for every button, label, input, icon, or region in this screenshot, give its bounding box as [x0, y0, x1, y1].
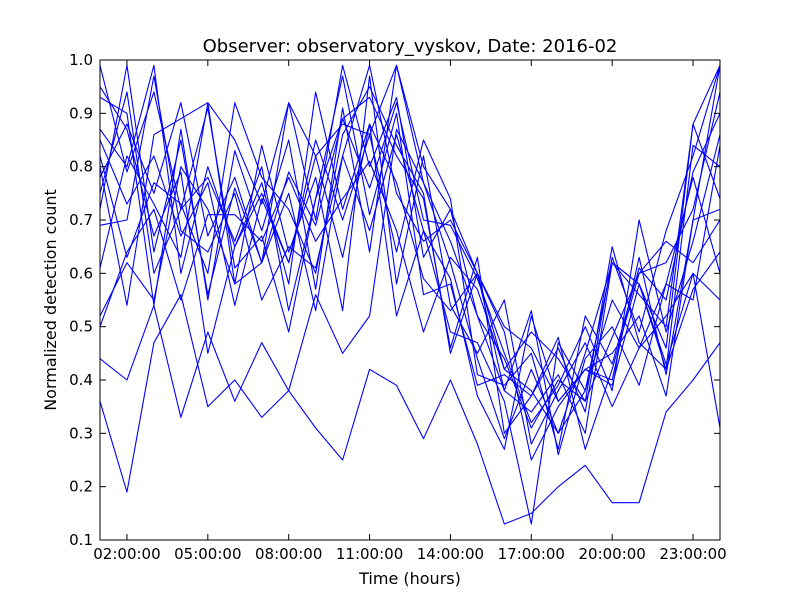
y-tick-label: 0.9	[69, 104, 93, 122]
y-tick-label: 0.7	[69, 211, 93, 229]
x-tick-label: 02:00:00	[93, 545, 160, 563]
y-tick-label: 1.0	[69, 51, 93, 69]
axes-layer: 02:00:00 05:00:00 08:00:00 11:00:00 14:00:00…	[69, 51, 727, 563]
y-tick-label: 0.1	[69, 531, 93, 549]
y-axis-label: Normalized detection count	[41, 189, 60, 411]
y-tick-label: 0.8	[69, 158, 93, 176]
series-line-16	[100, 102, 720, 424]
series-layer	[100, 64, 720, 525]
series-line-10	[100, 75, 720, 450]
series-line-3	[100, 128, 720, 440]
y-tick-label: 0.6	[69, 264, 93, 282]
y-tick-label: 0.4	[69, 371, 93, 389]
series-line-12	[100, 64, 720, 434]
x-tick-label: 23:00:00	[659, 545, 726, 563]
series-line-15	[100, 113, 720, 450]
series-line-14	[100, 160, 720, 402]
x-tick-label: 05:00:00	[174, 545, 241, 563]
plot-frame	[99, 59, 721, 541]
series-line-5	[100, 86, 720, 456]
series-line-9	[100, 102, 720, 525]
x-axis-label: Time (hours)	[358, 569, 461, 588]
x-tick-label: 17:00:00	[498, 545, 565, 563]
x-tick-label: 11:00:00	[336, 545, 403, 563]
chart-title: Observer: observatory_vyskov, Date: 2016…	[203, 36, 618, 57]
y-tick-label: 0.5	[69, 318, 93, 336]
series-line-13	[100, 75, 720, 445]
x-tick-label: 08:00:00	[255, 545, 322, 563]
x-tick-label: 20:00:00	[578, 545, 645, 563]
y-tick-label: 0.2	[69, 478, 93, 496]
series-line-7	[100, 294, 720, 525]
series-line-8	[100, 75, 720, 450]
x-tick-label: 14:00:00	[417, 545, 484, 563]
y-tick-label: 0.3	[69, 424, 93, 442]
series-line-6	[100, 65, 720, 434]
